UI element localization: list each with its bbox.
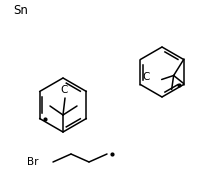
Text: Br: Br [27,157,39,167]
Text: C: C [60,85,67,95]
Text: Sn: Sn [13,4,28,17]
Text: C: C [142,72,150,81]
